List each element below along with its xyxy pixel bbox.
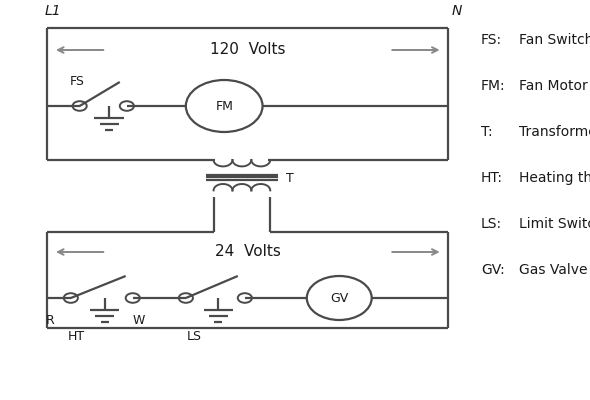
- Text: L1: L1: [44, 4, 61, 18]
- Text: R: R: [46, 314, 54, 326]
- Text: LS:: LS:: [481, 217, 502, 231]
- Text: W: W: [133, 314, 145, 326]
- Text: FM: FM: [215, 100, 233, 112]
- Text: T:: T:: [481, 125, 493, 139]
- Text: 120  Volts: 120 Volts: [210, 42, 286, 58]
- Text: Fan Switch: Fan Switch: [519, 33, 590, 47]
- Text: FM:: FM:: [481, 79, 506, 93]
- Text: GV:: GV:: [481, 263, 504, 277]
- Text: HT: HT: [68, 330, 86, 342]
- Text: FS:: FS:: [481, 33, 502, 47]
- Text: Fan Motor: Fan Motor: [519, 79, 588, 93]
- Text: LS: LS: [187, 330, 202, 342]
- Text: T: T: [287, 172, 294, 185]
- Text: HT:: HT:: [481, 171, 503, 185]
- Text: Limit Switch: Limit Switch: [519, 217, 590, 231]
- Text: N: N: [451, 4, 462, 18]
- Text: Transformer: Transformer: [519, 125, 590, 139]
- Text: GV: GV: [330, 292, 348, 304]
- Text: Gas Valve: Gas Valve: [519, 263, 588, 277]
- Text: FS: FS: [69, 75, 84, 88]
- Text: Heating thermostat: Heating thermostat: [519, 171, 590, 185]
- Text: 24  Volts: 24 Volts: [215, 244, 281, 260]
